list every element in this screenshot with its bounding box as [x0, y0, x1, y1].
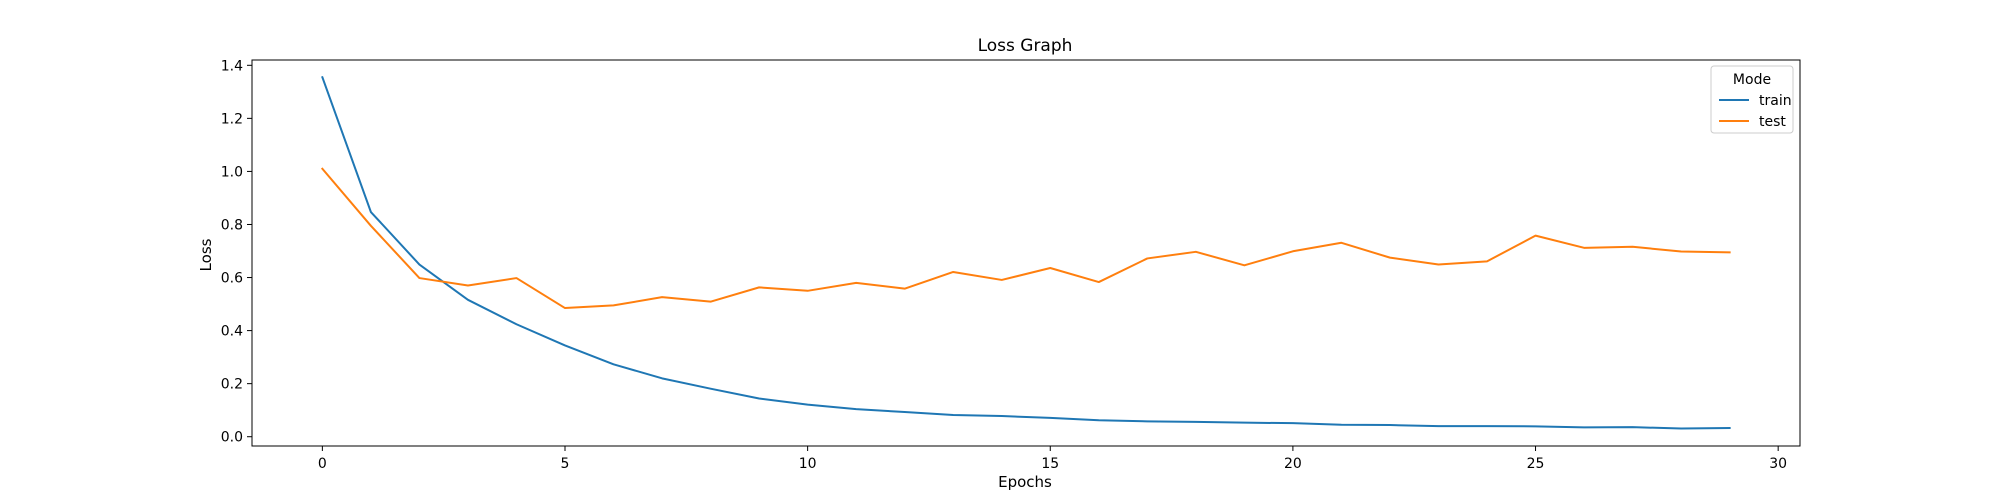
y-tick-label: 1.0: [221, 164, 243, 180]
y-tick-label: 1.4: [221, 58, 243, 74]
legend-title: Mode: [1733, 72, 1771, 88]
x-tick-label: 25: [1527, 456, 1545, 472]
chart-title: Loss Graph: [978, 36, 1073, 56]
y-tick-label: 0.6: [221, 271, 243, 287]
series-line-train: [321, 75, 1731, 430]
legend-box: [1710, 65, 1794, 134]
x-tick-label: 0: [318, 456, 327, 472]
y-tick-label: 0.8: [221, 217, 243, 233]
y-tick-label: 1.2: [221, 111, 243, 127]
y-tick-label: 0.0: [221, 430, 243, 446]
y-tick-label: 0.2: [221, 377, 243, 393]
legend-items: train test: [1719, 93, 1792, 130]
legend: Mode train test: [1710, 65, 1794, 134]
y-tick-label: 0.4: [221, 324, 243, 340]
legend-label-test: test: [1759, 114, 1786, 130]
series-line-test: [320, 167, 1731, 310]
x-tick-label: 20: [1284, 456, 1302, 472]
plot-area: 0 5 10 15 20 25 30 0.0 0.2 0.4 0.6 0.8 1.0 1.2 1.4: [221, 58, 1801, 472]
legend-label-train: train: [1759, 93, 1792, 109]
x-axis-label: Epochs: [998, 473, 1052, 491]
x-tick-label: 30: [1769, 456, 1787, 472]
y-axis-label: Loss: [197, 238, 215, 271]
x-tick-label: 5: [561, 456, 570, 472]
x-tick-label: 15: [1041, 456, 1059, 472]
axes-frame: [251, 59, 1801, 447]
x-tick-label: 10: [799, 456, 817, 472]
